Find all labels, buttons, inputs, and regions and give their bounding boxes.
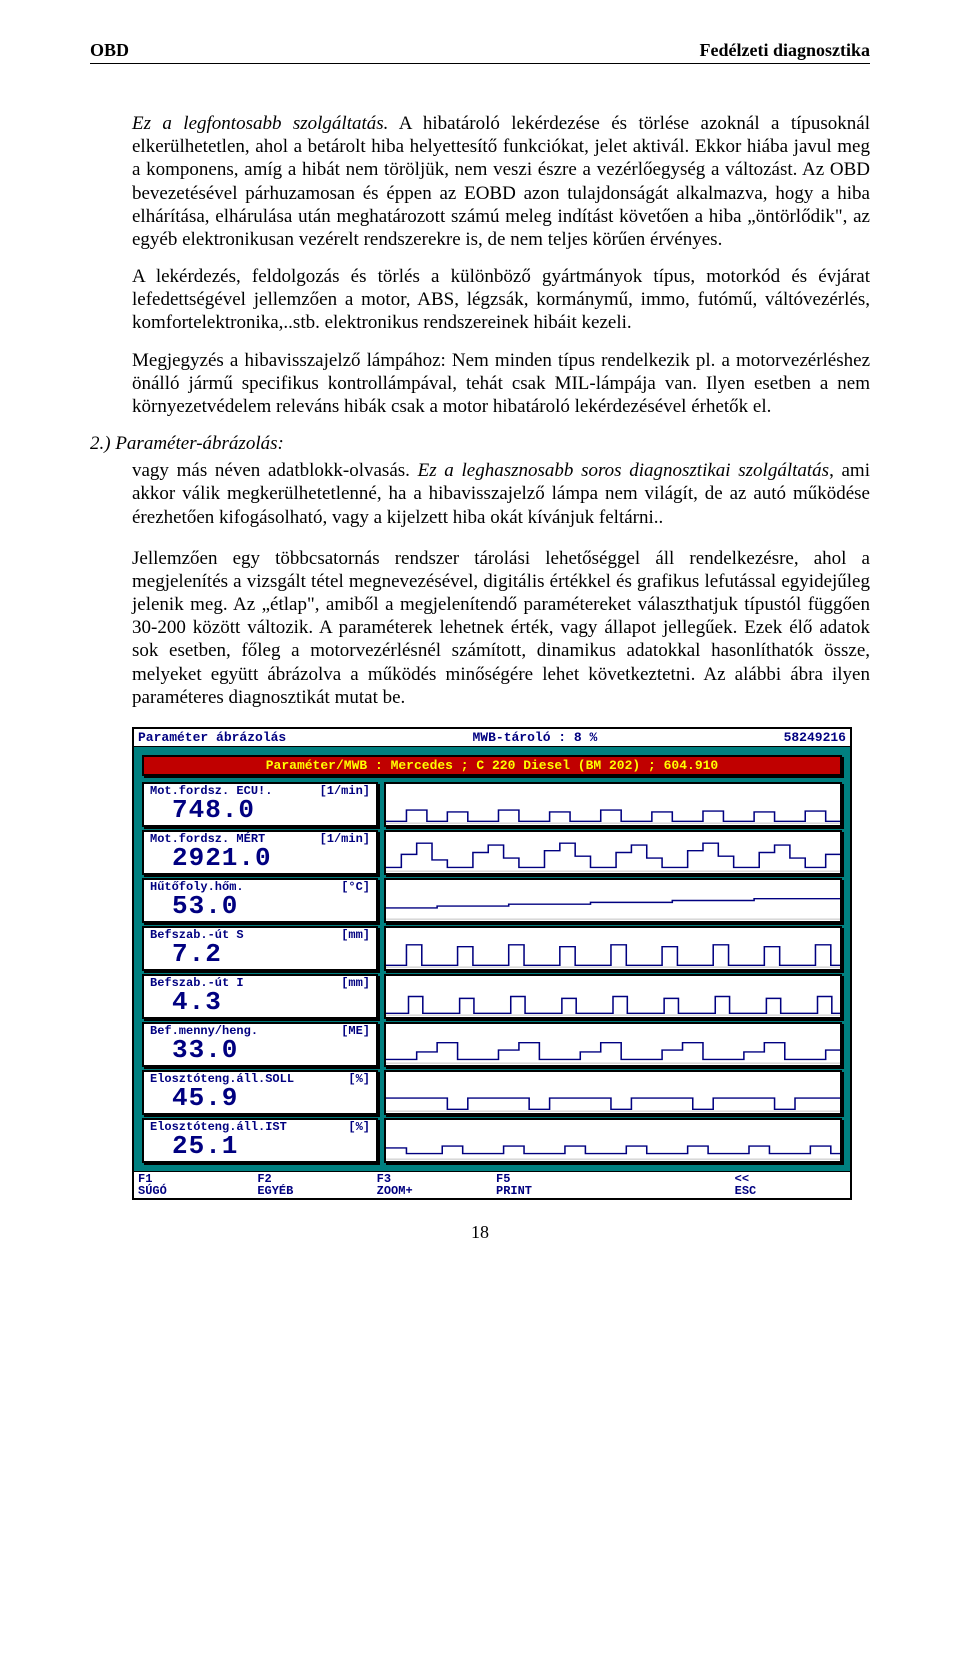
header-right: Fedélzeti diagnosztika	[700, 40, 870, 61]
param-graph	[384, 782, 842, 827]
page-number: 18	[90, 1222, 870, 1243]
param-unit: [%]	[348, 1121, 370, 1133]
param-graph	[384, 830, 842, 875]
fkey-label: ESC	[735, 1185, 846, 1197]
paragraph-1: Ez a legfontosabb szolgáltatás. A hibatá…	[132, 112, 870, 251]
fkey-label: PRINT	[496, 1185, 607, 1197]
fkey[interactable]: F3ZOOM+	[373, 1172, 492, 1198]
param-unit: [mm]	[341, 929, 370, 941]
param-unit: [°C]	[341, 881, 370, 893]
diagnostic-screenshot: Paraméter ábrázolás MWB-tároló : 8 % 582…	[132, 727, 852, 1200]
param-label-cell: Elosztóteng.áll.IST[%]25.1	[142, 1118, 378, 1163]
param-row: Elosztóteng.áll.IST[%]25.1	[142, 1118, 842, 1163]
screenshot-titlebar: Paraméter ábrázolás MWB-tároló : 8 % 582…	[134, 729, 850, 747]
screenshot-footer: F1SÚGÓF2EGYÉBF3ZOOM+F5PRINT <<ESC	[134, 1171, 850, 1198]
fkey-label: ZOOM+	[377, 1185, 488, 1197]
param-value: 2921.0	[150, 845, 370, 871]
param-label-cell: Hűtőfoly.hőm.[°C]53.0	[142, 878, 378, 923]
param-row: Hűtőfoly.hőm.[°C]53.0	[142, 878, 842, 923]
param-label-cell: Mot.fordsz. ECU!.[1/min]748.0	[142, 782, 378, 827]
paragraph-2: A lekérdezés, feldolgozás és törlés a kü…	[132, 265, 870, 335]
fkey[interactable]: <<ESC	[731, 1172, 850, 1198]
section-title: 2.) Paraméter-ábrázolás:	[90, 432, 870, 455]
param-graph	[384, 878, 842, 923]
param-value: 53.0	[150, 893, 370, 919]
fkey[interactable]	[611, 1172, 730, 1198]
param-graph	[384, 974, 842, 1019]
param-label-cell: Befszab.-út I[mm]4.3	[142, 974, 378, 1019]
param-label-cell: Mot.fordsz. MÉRT[1/min]2921.0	[142, 830, 378, 875]
param-unit: [%]	[348, 1073, 370, 1085]
fkey-label: EGYÉB	[257, 1185, 368, 1197]
param-row: Befszab.-út I[mm]4.3	[142, 974, 842, 1019]
param-label-cell: Befszab.-út S[mm]7.2	[142, 926, 378, 971]
page-header: OBD Fedélzeti diagnosztika	[90, 40, 870, 64]
fkey-label: SÚGÓ	[138, 1185, 249, 1197]
header-left: OBD	[90, 40, 129, 61]
param-unit: [ME]	[341, 1025, 370, 1037]
fkey[interactable]: F2EGYÉB	[253, 1172, 372, 1198]
param-value: 33.0	[150, 1037, 370, 1063]
titlebar-mid: MWB-tároló : 8 %	[472, 730, 597, 745]
intro-italic: Ez a legfontosabb szolgáltatás.	[132, 113, 388, 134]
screenshot-body: Paraméter/MWB : Mercedes ; C 220 Diesel …	[134, 747, 850, 1171]
titlebar-left: Paraméter ábrázolás	[138, 730, 286, 745]
param-graph	[384, 1022, 842, 1067]
param-graph	[384, 1070, 842, 1115]
param-row: Befszab.-út S[mm]7.2	[142, 926, 842, 971]
param-row: Mot.fordsz. MÉRT[1/min]2921.0	[142, 830, 842, 875]
fkey[interactable]: F1SÚGÓ	[134, 1172, 253, 1198]
param-row: Mot.fordsz. ECU!.[1/min]748.0	[142, 782, 842, 827]
param-graph	[384, 926, 842, 971]
param-unit: [1/min]	[320, 833, 370, 845]
param-unit: [mm]	[341, 977, 370, 989]
param-graph	[384, 1118, 842, 1163]
param-value: 748.0	[150, 797, 370, 823]
body-text: Ez a legfontosabb szolgáltatás. A hibatá…	[90, 112, 870, 709]
param-value: 7.2	[150, 941, 370, 967]
param-value: 45.9	[150, 1085, 370, 1111]
parameter-rows: Mot.fordsz. ECU!.[1/min]748.0Mot.fordsz.…	[138, 782, 846, 1167]
param-row: Bef.menny/heng.[ME]33.0	[142, 1022, 842, 1067]
param-unit: [1/min]	[320, 785, 370, 797]
paragraph-3: Megjegyzés a hibavisszajelző lámpához: N…	[132, 349, 870, 419]
param-row: Elosztóteng.áll.SOLL[%]45.9	[142, 1070, 842, 1115]
param-value: 4.3	[150, 989, 370, 1015]
param-value: 25.1	[150, 1133, 370, 1159]
section-body-2: Jellemzően egy többcsatornás rendszer tá…	[132, 547, 870, 709]
param-label-cell: Elosztóteng.áll.SOLL[%]45.9	[142, 1070, 378, 1115]
section-body-1: vagy más néven adatblokk-olvasás. Ez a l…	[132, 459, 870, 529]
screenshot-subtitle: Paraméter/MWB : Mercedes ; C 220 Diesel …	[142, 755, 842, 776]
fkey[interactable]: F5PRINT	[492, 1172, 611, 1198]
param-label-cell: Bef.menny/heng.[ME]33.0	[142, 1022, 378, 1067]
titlebar-right: 58249216	[784, 730, 846, 745]
